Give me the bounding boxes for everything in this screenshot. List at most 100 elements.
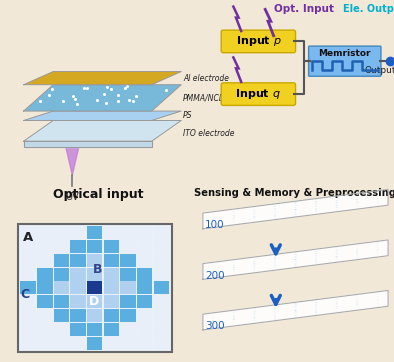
Bar	[104, 295, 119, 308]
Bar	[70, 254, 86, 266]
Text: Sensing & Memory & Preprocessing: Sensing & Memory & Preprocessing	[195, 188, 394, 198]
Bar	[154, 337, 169, 350]
FancyBboxPatch shape	[221, 83, 296, 105]
Bar	[137, 309, 152, 322]
Polygon shape	[356, 206, 358, 207]
Bar	[70, 309, 86, 322]
Polygon shape	[253, 268, 255, 269]
Bar	[18, 224, 171, 352]
Polygon shape	[377, 205, 379, 206]
Polygon shape	[203, 290, 388, 330]
Polygon shape	[233, 323, 235, 324]
Bar	[137, 240, 152, 253]
Polygon shape	[356, 244, 358, 245]
Polygon shape	[315, 253, 317, 254]
Polygon shape	[274, 260, 276, 261]
Polygon shape	[377, 294, 379, 295]
Bar	[137, 268, 152, 281]
Polygon shape	[295, 214, 296, 215]
Bar	[37, 281, 52, 294]
Bar	[104, 240, 119, 253]
Bar	[37, 226, 52, 239]
Bar	[87, 295, 102, 308]
Polygon shape	[24, 72, 181, 85]
Polygon shape	[24, 121, 181, 141]
Polygon shape	[356, 255, 358, 256]
Polygon shape	[253, 266, 255, 267]
Bar	[37, 268, 52, 281]
Polygon shape	[253, 322, 255, 323]
Bar	[70, 240, 86, 253]
Polygon shape	[315, 309, 317, 310]
Polygon shape	[24, 111, 181, 121]
Polygon shape	[212, 313, 214, 314]
Text: 100: 100	[205, 220, 225, 230]
Polygon shape	[24, 85, 181, 111]
Polygon shape	[356, 253, 358, 254]
Text: 200: 200	[205, 271, 225, 281]
Bar	[54, 268, 69, 281]
Polygon shape	[274, 309, 276, 310]
Bar	[137, 295, 152, 308]
Bar	[154, 295, 169, 308]
Bar	[120, 309, 136, 322]
Bar	[54, 309, 69, 322]
Polygon shape	[274, 208, 276, 209]
Polygon shape	[295, 212, 296, 213]
Polygon shape	[253, 308, 255, 309]
Polygon shape	[212, 219, 214, 220]
Bar	[20, 226, 36, 239]
Bar	[20, 254, 36, 266]
Polygon shape	[212, 263, 214, 264]
Polygon shape	[315, 314, 317, 315]
Polygon shape	[377, 191, 379, 192]
Text: ITO electrode: ITO electrode	[183, 129, 235, 138]
Polygon shape	[336, 252, 338, 253]
Bar	[54, 323, 69, 336]
Text: Al electrode: Al electrode	[183, 73, 229, 83]
Bar	[154, 281, 169, 294]
Bar	[104, 268, 119, 281]
Polygon shape	[377, 247, 379, 248]
Bar	[137, 323, 152, 336]
Bar	[87, 281, 102, 294]
Text: 300: 300	[205, 321, 225, 331]
Polygon shape	[233, 321, 235, 322]
Polygon shape	[315, 258, 317, 259]
Polygon shape	[24, 141, 152, 147]
Text: Input $p$: Input $p$	[236, 34, 281, 48]
Polygon shape	[377, 198, 379, 199]
Bar	[37, 323, 52, 336]
Text: Ele. Output: Ele. Output	[343, 4, 394, 14]
Bar	[87, 240, 102, 253]
Bar	[154, 226, 169, 239]
Bar	[137, 281, 152, 294]
Polygon shape	[315, 300, 317, 301]
Bar	[37, 337, 52, 350]
Polygon shape	[253, 261, 255, 262]
Bar	[120, 254, 136, 266]
Polygon shape	[377, 301, 379, 302]
Polygon shape	[356, 307, 358, 308]
Text: Input $q$: Input $q$	[236, 87, 281, 101]
Polygon shape	[295, 252, 296, 253]
Polygon shape	[356, 208, 358, 209]
Bar	[70, 337, 86, 350]
Polygon shape	[233, 314, 235, 315]
Polygon shape	[315, 260, 317, 261]
Bar	[54, 295, 69, 308]
Polygon shape	[315, 255, 317, 256]
Polygon shape	[212, 320, 214, 321]
Polygon shape	[356, 199, 358, 200]
Bar	[20, 323, 36, 336]
Polygon shape	[377, 200, 379, 201]
Bar	[154, 240, 169, 253]
Text: PS: PS	[183, 111, 193, 120]
Text: C: C	[21, 288, 30, 301]
Bar	[104, 337, 119, 350]
Polygon shape	[65, 141, 80, 175]
Polygon shape	[253, 313, 255, 314]
FancyBboxPatch shape	[221, 30, 296, 53]
Polygon shape	[212, 212, 214, 213]
Polygon shape	[274, 206, 276, 207]
